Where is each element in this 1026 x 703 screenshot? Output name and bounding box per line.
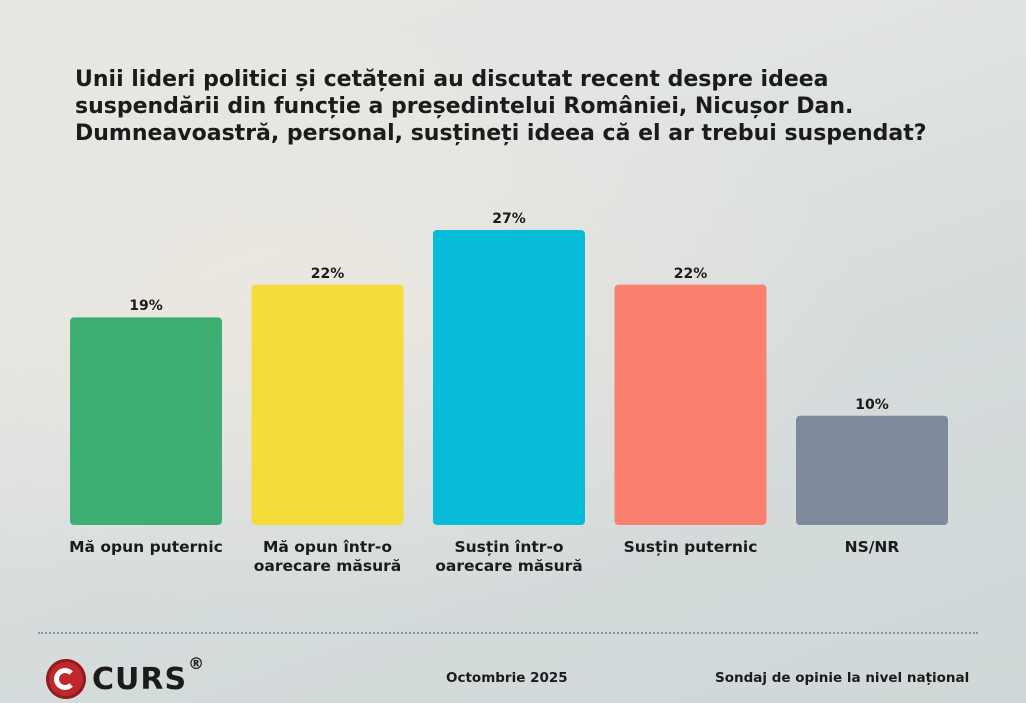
- value-label-4: 22%: [673, 265, 708, 282]
- curs-logo-icon: [46, 659, 86, 699]
- bar-3: [433, 230, 585, 525]
- bar-2: [251, 284, 404, 525]
- category-label-5: NS/NR: [844, 538, 900, 556]
- category-label-2: Mă opun într-o oarecare măsură: [253, 538, 402, 575]
- category-label-1: Mă opun puternic: [69, 538, 223, 556]
- registered-mark: ®: [188, 653, 206, 673]
- chart-title: Unii lideri politici și cetățeni au disc…: [75, 67, 927, 146]
- bar-chart: [70, 230, 948, 525]
- footer-divider: [38, 632, 978, 634]
- bar-1: [70, 317, 222, 525]
- logo-text: CURS: [92, 661, 188, 697]
- survey-date: Octombrie 2025: [446, 670, 568, 686]
- bar-4: [614, 284, 767, 525]
- survey-note: Sondaj de opinie la nivel național: [715, 670, 970, 686]
- curs-logo: CURS ®: [46, 654, 204, 702]
- category-label-3: Susțin într-o oarecare măsură: [435, 538, 583, 575]
- value-label-2: 22%: [310, 265, 345, 282]
- bar-5: [796, 415, 948, 525]
- category-label-4: Susțin puternic: [623, 538, 758, 556]
- value-label-1: 19%: [129, 298, 163, 315]
- value-label-5: 10%: [855, 396, 889, 413]
- value-label-3: 27%: [492, 211, 526, 227]
